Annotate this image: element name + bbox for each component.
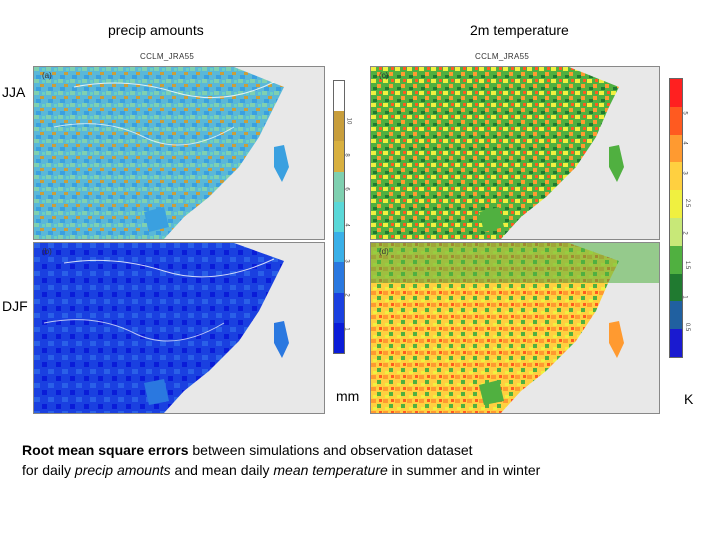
map-temp-jja: (c) xyxy=(370,66,660,240)
colorbar-segment xyxy=(670,106,682,135)
colorbar-segment xyxy=(334,322,344,353)
colorbar-segment xyxy=(670,273,682,302)
colorbar-segment xyxy=(334,81,344,112)
figure-caption: Root mean square errors between simulati… xyxy=(22,440,702,480)
run-label-precip: CCLM_JRA55 xyxy=(140,52,195,61)
colorbar-segment xyxy=(670,190,682,218)
temp-tick: 1 xyxy=(681,295,688,299)
panel-tag-a: (a) xyxy=(42,71,52,80)
colorbar-segment xyxy=(334,201,344,233)
caption-italic2: mean temperature xyxy=(273,462,388,478)
colorbar-segment xyxy=(670,217,682,246)
caption-part1: between simulations and observation data… xyxy=(188,442,473,458)
precip-tick: 10 xyxy=(345,117,352,125)
colorbar-segment xyxy=(670,245,682,274)
caption-italic1: precip amounts xyxy=(74,462,171,478)
row-label-jja: JJA xyxy=(2,84,26,100)
colorbar-segment xyxy=(334,262,344,293)
temperature-column-title: 2m temperature xyxy=(470,22,569,38)
colorbar-segment xyxy=(670,134,682,163)
colorbar-segment xyxy=(670,79,682,107)
temperature-colorbar xyxy=(669,78,683,358)
temp-tick: 3 xyxy=(681,171,688,175)
colorbar-segment xyxy=(670,162,682,191)
temp-tick: 0.5 xyxy=(684,322,691,332)
precip-tick: 6 xyxy=(343,187,350,191)
temp-tick: 1.5 xyxy=(684,260,691,270)
map-precip-jja: (a) xyxy=(33,66,325,240)
colorbar-segment xyxy=(334,232,344,263)
temp-tick: 2.5 xyxy=(684,198,691,208)
precip-colorbar xyxy=(333,80,345,354)
precip-column-title: precip amounts xyxy=(108,22,204,38)
colorbar-segment xyxy=(334,141,344,172)
colorbar-segment xyxy=(334,111,344,142)
caption-bold: Root mean square errors xyxy=(22,442,189,458)
map-precip-djf: (b) xyxy=(33,242,325,414)
panel-tag-c: (c) xyxy=(379,71,389,80)
precip-tick: 3 xyxy=(343,259,350,263)
caption-part4: in summer and in winter xyxy=(387,462,541,478)
caption-part2: for daily xyxy=(22,462,75,478)
caption-line-1: Root mean square errors between simulati… xyxy=(22,440,702,460)
colorbar-segment xyxy=(670,329,682,357)
row-label-djf: DJF xyxy=(2,298,28,314)
colorbar-segment xyxy=(670,301,682,330)
panel-tag-b: (b) xyxy=(42,247,52,256)
temp-tick: 2 xyxy=(681,231,688,235)
temperature-unit-label: K xyxy=(684,391,694,407)
precip-tick: 1 xyxy=(343,327,350,331)
caption-line-2: for daily precip amounts and mean daily … xyxy=(22,460,702,480)
precip-tick: 8 xyxy=(343,153,350,157)
caption-part3: and mean daily xyxy=(170,462,274,478)
map-temp-djf: (d) xyxy=(370,242,660,414)
colorbar-segment xyxy=(334,171,344,202)
temp-tick: 5 xyxy=(681,111,688,115)
panel-tag-d: (d) xyxy=(379,247,389,256)
precip-tick: 4 xyxy=(343,223,350,227)
precip-unit-label: mm xyxy=(336,388,360,404)
run-label-temp: CCLM_JRA55 xyxy=(475,52,530,61)
colorbar-segment xyxy=(334,292,344,323)
temp-tick: 4 xyxy=(681,141,688,145)
precip-tick: 2 xyxy=(343,293,350,297)
